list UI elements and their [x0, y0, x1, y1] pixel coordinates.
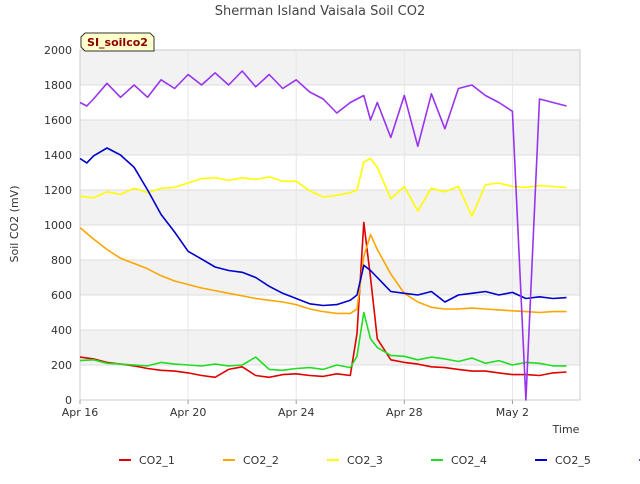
x-tick-label: Apr 28 [386, 406, 423, 419]
y-tick-label: 0 [65, 394, 72, 407]
legend-label: CO2_3 [347, 454, 383, 467]
series-line-co2-5 [79, 147, 567, 307]
plot-border [79, 49, 581, 401]
x-tick-label: Apr 16 [62, 406, 99, 419]
badge-label: SI_soilco2 [87, 36, 148, 49]
y-tick-label: 400 [51, 324, 72, 337]
legend-label: CO2_2 [243, 454, 279, 467]
y-tick-label: 1600 [44, 114, 72, 127]
series-line-co2-2 [79, 226, 567, 315]
y-tick-label: 2000 [44, 44, 72, 57]
x-tick-label: May 2 [496, 406, 529, 419]
plot-area: 0 200 400 600 800 1000 1200 1400 1600 1800 2000 Apr… [44, 44, 581, 419]
series-line-co2-1 [79, 221, 567, 379]
grid-band [80, 330, 580, 365]
chart-title: Sherman Island Vaisala Soil CO2 [215, 4, 425, 19]
series-line-co2-4 [79, 311, 567, 372]
grid-band [80, 190, 580, 225]
y-tick-label: 600 [51, 289, 72, 302]
y-tick-label: 800 [51, 254, 72, 267]
legend-label: CO2_1 [139, 454, 175, 467]
y-axis-label: Soil CO2 (mV) [8, 186, 21, 263]
badge: SI_soilco2 [80, 32, 155, 52]
legend-label: CO2_5 [555, 454, 591, 467]
x-tick-label: Apr 24 [278, 406, 315, 419]
grid-band [80, 260, 580, 295]
grid-band [80, 120, 580, 155]
y-tick-label: 1800 [44, 79, 72, 92]
y-tick-label: 1000 [44, 219, 72, 232]
series-line-co2-6 [79, 70, 567, 401]
x-axis-label: Time [552, 423, 580, 436]
legend-label: CO2_4 [451, 454, 487, 467]
y-tick-label: 1200 [44, 184, 72, 197]
x-tick-label: Apr 20 [170, 406, 207, 419]
grid-band [80, 50, 580, 85]
y-tick-label: 1400 [44, 149, 72, 162]
y-tick-label: 200 [51, 359, 72, 372]
series-line-co2-3 [79, 157, 567, 218]
